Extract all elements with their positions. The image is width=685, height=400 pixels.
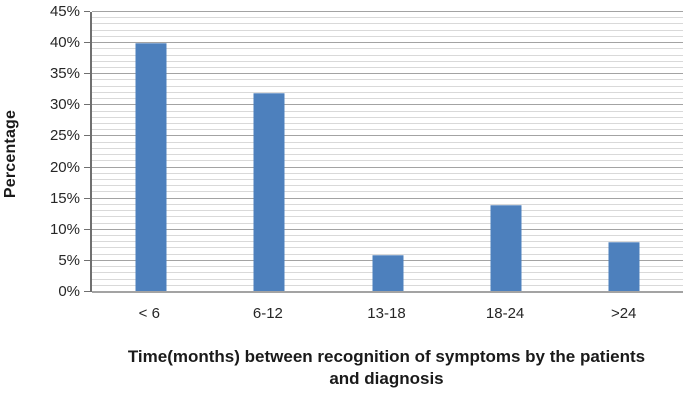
y-axis-tick-mark — [84, 259, 90, 261]
minor-gridline — [92, 67, 683, 68]
y-axis-tick-mark — [84, 166, 90, 168]
y-axis-tick-mark — [84, 104, 90, 106]
x-tick-label: < 6 — [138, 305, 160, 322]
y-tick-label: 25% — [49, 127, 80, 145]
minor-gridline — [92, 185, 683, 187]
minor-gridline — [92, 91, 683, 93]
plot-area — [84, 11, 683, 293]
y-axis-tick-mark — [84, 11, 90, 12]
minor-gridline — [92, 35, 683, 37]
major-gridline — [92, 135, 683, 137]
minor-gridline — [92, 235, 683, 236]
bar-13-18 — [372, 254, 403, 292]
minor-gridline — [92, 179, 683, 180]
minor-gridline — [92, 141, 683, 143]
bars-layer — [92, 12, 683, 292]
major-gridline — [92, 166, 683, 168]
minor-gridline — [92, 222, 683, 224]
minor-gridline — [92, 210, 683, 212]
minor-gridline — [92, 54, 683, 56]
minor-gridline — [92, 147, 683, 149]
y-tick-label: 35% — [49, 65, 80, 83]
minor-gridline — [92, 98, 683, 100]
y-tick-label: 20% — [49, 158, 80, 176]
y-tick-label: 30% — [49, 96, 80, 114]
x-tick-label: 18-24 — [485, 305, 525, 322]
minor-gridline — [92, 48, 683, 50]
bar-< 6 — [135, 43, 167, 292]
y-axis-tick-mark — [84, 197, 90, 199]
minor-gridline — [92, 154, 683, 156]
minor-gridline — [92, 129, 683, 131]
major-gridline — [92, 42, 683, 44]
y-tick-label: 5% — [58, 251, 80, 269]
minor-gridline — [92, 29, 683, 31]
major-gridline — [92, 11, 683, 12]
minor-gridline — [92, 191, 683, 193]
minor-gridline — [92, 17, 683, 19]
bar-slot — [447, 12, 565, 292]
y-axis-tick-labels: 0% 5% 10% 15% 20% 25% 30% 35% 40% 45% — [0, 4, 80, 300]
minor-gridline — [92, 216, 683, 218]
x-tick-label: 6-12 — [252, 305, 283, 322]
bar->24 — [608, 242, 640, 292]
x-axis-line — [92, 291, 683, 293]
x-axis-tick-labels: < 6 6-12 13-18 18-24 >24 — [90, 305, 683, 322]
minor-gridline — [92, 116, 683, 118]
major-gridline — [92, 228, 683, 230]
bar-6-12 — [253, 92, 285, 292]
y-tick-label: 40% — [49, 34, 80, 52]
bar-18-24 — [490, 204, 522, 292]
minor-gridline — [92, 85, 683, 87]
x-axis-title-line-2: and diagnosis — [329, 369, 444, 388]
major-gridline — [92, 73, 683, 75]
major-gridline — [92, 104, 683, 106]
bar-slot — [565, 12, 683, 292]
minor-gridline — [92, 110, 683, 112]
minor-gridline — [92, 79, 683, 81]
minor-gridline — [92, 203, 683, 205]
x-tick-label: >24 — [610, 305, 637, 322]
minor-gridline — [92, 241, 683, 243]
minor-gridline — [92, 60, 683, 62]
y-axis-tick-mark — [84, 135, 90, 137]
y-tick-label: 10% — [49, 220, 80, 238]
bar-slot — [210, 12, 328, 292]
x-axis-title-line-1: Time(months) between recognition of symp… — [127, 347, 646, 366]
minor-gridline — [92, 160, 683, 162]
y-axis-tick-mark — [84, 42, 90, 44]
y-axis-tick-mark — [84, 291, 90, 292]
bar-slot — [92, 12, 210, 292]
x-tick-label: 13-18 — [367, 305, 406, 322]
minor-gridline — [92, 23, 683, 25]
x-axis-title: Time(months) between recognition of symp… — [90, 346, 683, 390]
minor-gridline — [92, 247, 683, 249]
minor-gridline — [92, 172, 683, 174]
y-tick-label: 0% — [58, 283, 80, 300]
y-axis-tick-mark — [84, 73, 90, 75]
major-gridline — [92, 197, 683, 199]
y-axis-tick-mark — [84, 228, 90, 230]
minor-gridline — [92, 253, 683, 255]
bar-slot — [328, 12, 446, 292]
minor-gridline — [92, 123, 683, 124]
y-tick-label: 45% — [49, 3, 80, 20]
y-tick-label: 15% — [49, 189, 80, 207]
